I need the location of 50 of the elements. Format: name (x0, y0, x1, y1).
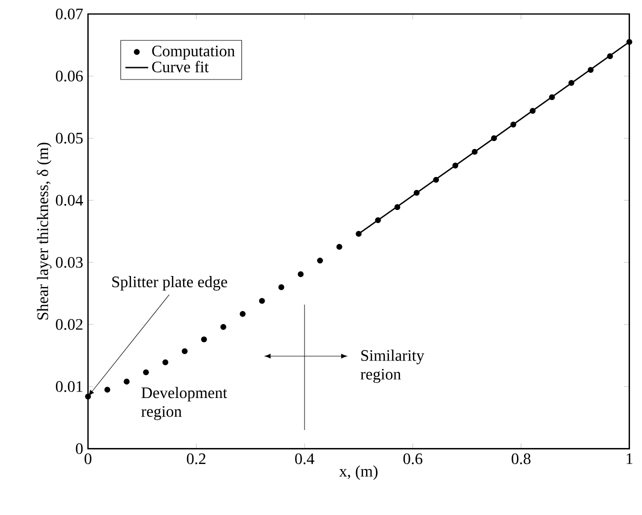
point (414, 190, 420, 196)
annotation: Splitter plate edge (112, 276, 228, 290)
point (588, 66, 594, 73)
point (375, 217, 381, 223)
x-tick-label: 0 (84, 453, 92, 464)
point (162, 359, 168, 366)
y-axis-title: Shear layer thickness, δ (m) (36, 142, 52, 320)
y-tick-label: 0.03 (56, 256, 83, 268)
y-tick-label: 0.07 (56, 8, 83, 20)
point (491, 135, 497, 141)
legend-label: Computation (152, 46, 235, 60)
point (433, 176, 439, 183)
point (530, 108, 536, 114)
annotation: Development region (141, 386, 228, 420)
point (278, 284, 284, 290)
x-tick-label: 0.2 (186, 453, 206, 464)
point (472, 148, 478, 155)
point (549, 94, 555, 100)
point (607, 53, 613, 60)
point (317, 257, 323, 264)
point (143, 369, 149, 376)
legend-label: Curve fit (152, 60, 209, 72)
y-tick-label: 0.01 (56, 380, 82, 392)
x-tick-label: 0.6 (403, 453, 422, 464)
y-tick-label: 0.05 (56, 132, 83, 144)
point (568, 80, 574, 86)
y-tick-label: 0.04 (56, 194, 84, 206)
x-tick-label: 0.8 (512, 453, 530, 464)
annotation: Similarity region (360, 350, 424, 383)
point (220, 324, 226, 330)
point (394, 204, 400, 210)
y-tick-label: 0 (76, 443, 83, 454)
point (298, 271, 304, 277)
point (452, 162, 458, 168)
y-tick-label: 0.02 (56, 318, 82, 330)
point (626, 38, 632, 45)
point (510, 121, 516, 128)
x-tick-label: 1 (626, 453, 632, 464)
point (201, 336, 207, 342)
point (85, 393, 91, 400)
point (124, 378, 130, 384)
y-tick-label: 0.06 (56, 70, 83, 82)
x-axis-title: x, (m) (339, 465, 378, 480)
point (104, 386, 110, 392)
point (336, 244, 342, 250)
point (182, 348, 188, 354)
x-tick-label: 0.4 (295, 453, 314, 464)
point (259, 298, 265, 304)
point (240, 310, 246, 317)
point (356, 230, 362, 237)
